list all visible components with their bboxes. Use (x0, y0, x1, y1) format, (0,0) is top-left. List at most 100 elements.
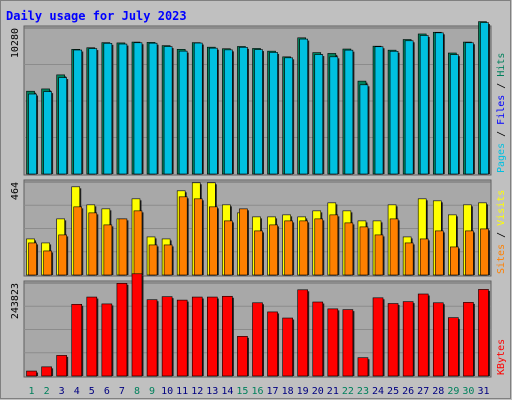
bar-sites-day-17 (269, 224, 278, 276)
bar-sites-day-2 (43, 250, 52, 276)
bar-pages-day-21 (329, 56, 339, 175)
bar-sites-day-23 (359, 226, 369, 276)
bar-pages-day-1 (28, 93, 37, 175)
bar-sites-day-13 (209, 206, 218, 276)
series-kbytes (26, 273, 490, 377)
bar-sites-day-26 (404, 242, 414, 276)
bar-pages-day-12 (193, 42, 203, 175)
bar-kbytes-day-3 (56, 355, 67, 377)
bar-sites-day-29 (450, 246, 459, 276)
bar-sites-day-20 (314, 218, 324, 276)
bar-kbytes-day-24 (372, 297, 384, 377)
y-max-label: 464 (10, 182, 21, 200)
bar-sites-day-25 (389, 218, 399, 276)
legend-item-pages: Pages (496, 143, 507, 173)
bar-sites-day-3 (58, 234, 67, 276)
bar-kbytes-day-18 (282, 317, 293, 377)
bar-sites-day-28 (434, 230, 444, 276)
x-tick-day-23: 23 (357, 386, 369, 397)
legend-separator: / (496, 125, 507, 143)
bar-sites-day-15 (239, 208, 248, 276)
bar-pages-day-20 (314, 54, 324, 175)
x-tick-day-14: 14 (221, 386, 233, 397)
x-tick-day-7: 7 (119, 386, 125, 397)
bar-pages-day-19 (299, 38, 308, 175)
bar-pages-day-11 (178, 50, 188, 175)
x-tick-day-18: 18 (282, 386, 294, 397)
bar-kbytes-day-29 (448, 317, 459, 377)
bar-pages-day-7 (118, 43, 128, 175)
y-max-label: 243823 (10, 283, 21, 319)
legend-item-sites: Sites (496, 244, 507, 274)
bar-kbytes-day-27 (417, 293, 429, 377)
bar-sites-day-4 (73, 206, 83, 276)
bar-pages-day-25 (389, 50, 399, 175)
x-tick-day-5: 5 (89, 386, 95, 397)
bar-pages-day-23 (359, 84, 369, 175)
bar-kbytes-day-19 (297, 289, 308, 377)
bar-kbytes-day-22 (342, 309, 354, 377)
x-tick-day-2: 2 (44, 386, 50, 397)
bar-sites-day-30 (465, 230, 474, 276)
bar-pages-day-31 (480, 22, 489, 175)
bar-sites-day-19 (299, 220, 308, 276)
bar-kbytes-day-30 (463, 302, 474, 377)
bar-pages-day-16 (254, 49, 263, 175)
bar-pages-day-14 (224, 49, 233, 175)
bar-pages-day-2 (43, 91, 52, 175)
bar-sites-day-8 (133, 210, 143, 276)
legend-separator: / (496, 226, 507, 244)
bar-sites-day-5 (88, 212, 98, 276)
x-tick-day-29: 29 (447, 386, 459, 397)
bar-sites-day-10 (163, 244, 173, 276)
bar-kbytes-day-15 (237, 336, 248, 377)
legend-separator: / (496, 77, 507, 95)
panel-kbytes: 243823 KBytes (10, 273, 507, 378)
bar-kbytes-day-20 (312, 301, 324, 377)
legend-visits-sites: Sites / Visits (496, 190, 507, 274)
x-tick-day-16: 16 (251, 386, 263, 397)
y-max-label: 10280 (10, 28, 21, 58)
x-tick-day-30: 30 (462, 386, 474, 397)
x-tick-day-24: 24 (372, 386, 384, 397)
bar-kbytes-day-17 (267, 311, 278, 377)
bar-pages-day-8 (133, 42, 143, 175)
bar-kbytes-day-11 (176, 299, 188, 377)
legend-item-files: Files (496, 95, 507, 125)
x-axis-labels: 1 2 3 4 5 6 7 8 9 10 11 12 13 14 15 16 17 18 19 20 21 22 23 24 2… (29, 386, 490, 397)
x-tick-day-15: 15 (236, 386, 248, 397)
bar-sites-day-24 (374, 234, 384, 276)
x-tick-day-1: 1 (29, 386, 35, 397)
x-tick-day-11: 11 (176, 386, 188, 397)
bar-pages-day-3 (58, 77, 67, 175)
x-tick-day-4: 4 (74, 386, 80, 397)
bar-kbytes-day-28 (432, 302, 444, 377)
bar-pages-day-30 (465, 42, 474, 175)
bar-kbytes-day-7 (116, 283, 128, 377)
bar-sites-day-11 (178, 196, 188, 276)
bar-sites-day-12 (193, 198, 203, 276)
x-tick-day-12: 12 (191, 386, 203, 397)
bar-kbytes-day-6 (101, 303, 113, 377)
legend-item-hits: Hits (496, 53, 507, 77)
bar-pages-day-6 (103, 43, 113, 175)
x-tick-day-26: 26 (402, 386, 414, 397)
legend-item-kbytes: KBytes (496, 339, 507, 375)
series-pages (28, 22, 490, 175)
x-tick-day-9: 9 (149, 386, 155, 397)
x-tick-day-3: 3 (59, 386, 65, 397)
bar-kbytes-day-5 (86, 296, 98, 377)
bar-kbytes-day-23 (357, 357, 369, 377)
bar-pages-day-13 (209, 47, 218, 175)
bar-pages-day-17 (269, 52, 278, 175)
bar-kbytes-day-13 (207, 296, 218, 377)
x-tick-day-25: 25 (387, 386, 399, 397)
bar-pages-day-5 (88, 48, 98, 175)
bar-kbytes-day-14 (222, 295, 233, 377)
x-tick-day-13: 13 (206, 386, 218, 397)
x-tick-day-17: 17 (267, 386, 279, 397)
legend-hits-files-pages: Pages / Files / Hits (496, 53, 507, 173)
x-tick-day-27: 27 (417, 386, 429, 397)
